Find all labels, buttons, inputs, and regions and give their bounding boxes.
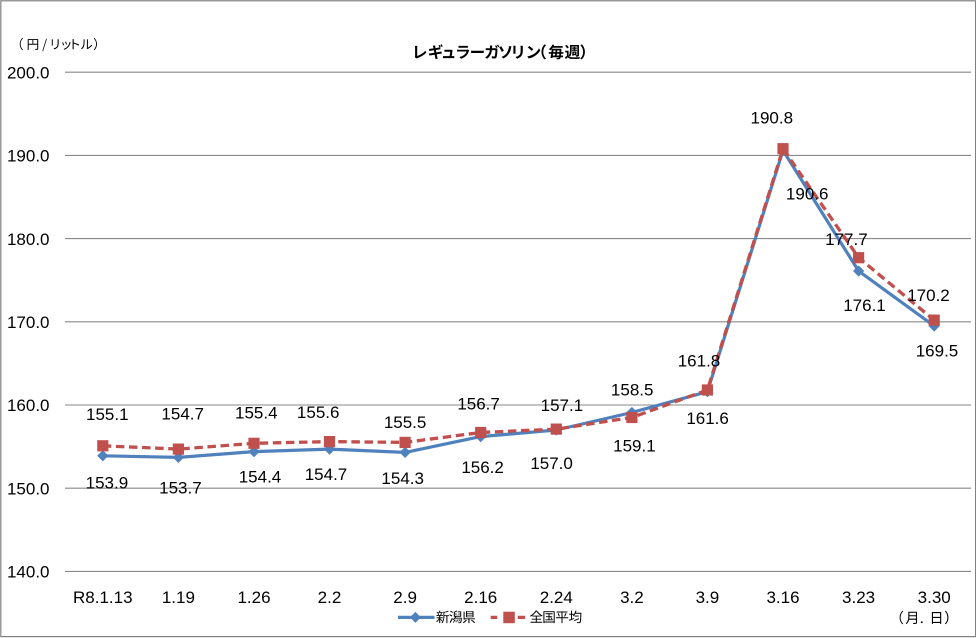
svg-text:159.1: 159.1 [613,437,656,456]
svg-text:180.0: 180.0 [7,230,50,249]
svg-text:155.6: 155.6 [297,403,340,422]
svg-text:2.16: 2.16 [464,588,497,607]
svg-text:161.6: 161.6 [686,409,729,428]
svg-text:3.9: 3.9 [696,588,720,607]
svg-text:2.2: 2.2 [318,588,342,607]
svg-text:3.2: 3.2 [620,588,644,607]
svg-text:2.9: 2.9 [393,588,417,607]
svg-text:155.5: 155.5 [384,413,427,432]
svg-text:170.0: 170.0 [7,313,50,332]
svg-text:190.0: 190.0 [7,147,50,166]
svg-text:153.7: 153.7 [159,479,202,498]
svg-text:140.0: 140.0 [7,563,50,582]
svg-text:155.4: 155.4 [235,404,278,423]
svg-text:176.1: 176.1 [843,296,886,315]
svg-text:2.24: 2.24 [540,588,573,607]
svg-text:154.7: 154.7 [305,465,348,484]
svg-text:190.8: 190.8 [751,109,794,128]
svg-text:161.8: 161.8 [678,352,721,371]
svg-text:R8.1.13: R8.1.13 [73,588,133,607]
svg-text:190.6: 190.6 [786,185,829,204]
svg-text:169.5: 169.5 [916,341,959,360]
svg-text:200.0: 200.0 [7,63,50,82]
svg-text:156.2: 156.2 [461,458,504,477]
svg-text:3.30: 3.30 [918,588,951,607]
svg-text:3.23: 3.23 [842,588,875,607]
svg-text:157.1: 157.1 [541,396,584,415]
svg-text:155.1: 155.1 [86,405,129,424]
svg-text:156.7: 156.7 [457,395,500,414]
svg-text:153.9: 153.9 [86,474,129,493]
svg-text:154.7: 154.7 [161,405,204,424]
svg-text:3.16: 3.16 [766,588,799,607]
svg-text:157.0: 157.0 [530,454,573,473]
svg-text:1.26: 1.26 [237,588,270,607]
svg-text:150.0: 150.0 [7,479,50,498]
svg-text:170.2: 170.2 [907,286,950,305]
svg-text:177.7: 177.7 [825,230,868,249]
svg-text:1.19: 1.19 [162,588,195,607]
svg-text:154.4: 154.4 [239,468,282,487]
svg-text:160.0: 160.0 [7,396,50,415]
svg-text:158.5: 158.5 [611,380,654,399]
svg-text:154.3: 154.3 [381,469,424,488]
